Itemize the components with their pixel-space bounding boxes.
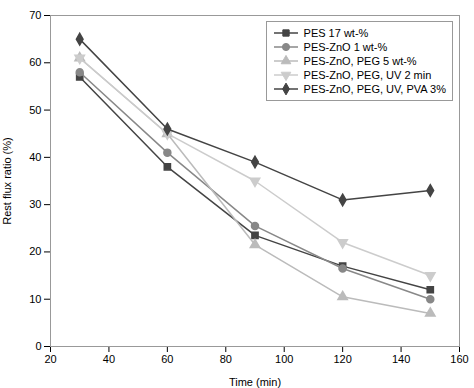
html-text:PES-ZnO, PEG 5 wt-%: PES-ZnO, PEG 5 wt-% bbox=[303, 55, 417, 67]
html-text:PES-ZnO, PEG, UV 2 min: PES-ZnO, PEG, UV 2 min bbox=[303, 69, 432, 81]
svg-text:100: 100 bbox=[275, 353, 293, 365]
svg-text:40: 40 bbox=[103, 353, 115, 365]
html-text:PES 17 wt-%: PES 17 wt-% bbox=[303, 27, 369, 39]
svg-text:140: 140 bbox=[392, 353, 410, 365]
svg-text:10: 10 bbox=[29, 293, 41, 305]
svg-text:Rest flux ratio (%): Rest flux ratio (%) bbox=[1, 137, 13, 224]
svg-text:120: 120 bbox=[333, 353, 351, 365]
svg-text:0: 0 bbox=[35, 340, 41, 352]
svg-text:50: 50 bbox=[29, 104, 41, 116]
svg-text:20: 20 bbox=[29, 245, 41, 257]
svg-text:160: 160 bbox=[450, 353, 468, 365]
html-text:PES-ZnO 1 wt-%: PES-ZnO 1 wt-% bbox=[303, 41, 388, 53]
svg-text:Time (min): Time (min) bbox=[229, 376, 281, 388]
svg-text:80: 80 bbox=[220, 353, 232, 365]
svg-text:20: 20 bbox=[44, 353, 56, 365]
svg-text:40: 40 bbox=[29, 151, 41, 163]
svg-text:60: 60 bbox=[29, 56, 41, 68]
svg-text:30: 30 bbox=[29, 198, 41, 210]
svg-text:60: 60 bbox=[161, 353, 173, 365]
svg-text:70: 70 bbox=[29, 9, 41, 21]
html-text:PES-ZnO, PEG, UV, PVA 3%: PES-ZnO, PEG, UV, PVA 3% bbox=[303, 83, 446, 95]
